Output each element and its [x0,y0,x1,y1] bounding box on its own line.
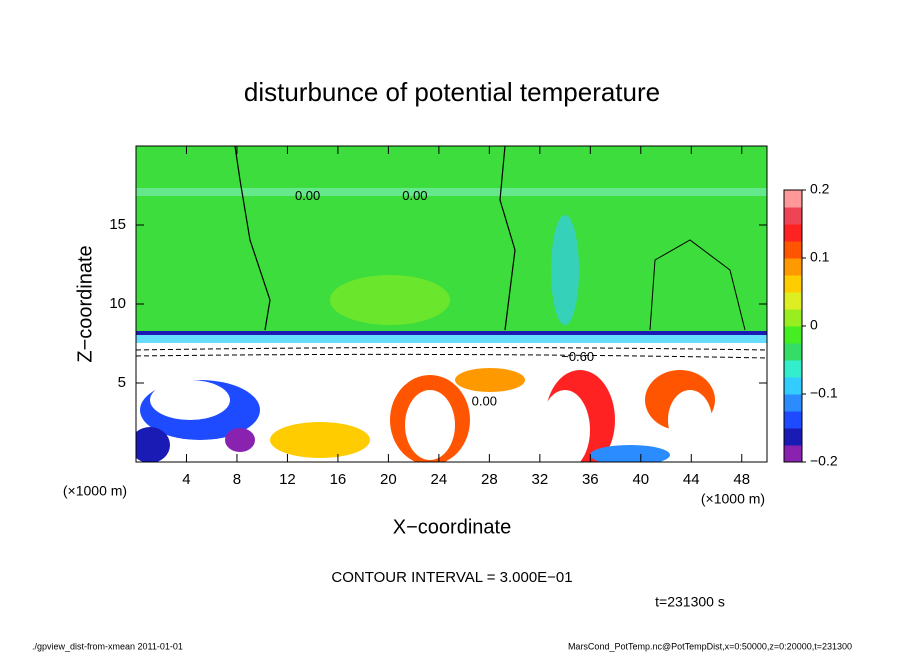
colorbar-segment [784,241,802,259]
colorbar-segment [784,428,802,446]
chart-title: disturbunce of potential temperature [244,77,660,107]
colorbar-segment [784,377,802,395]
colorbar-segment [784,411,802,429]
field [136,146,767,462]
contour-label: 0.00 [295,188,320,203]
contour-label: 0.00 [472,393,497,408]
colorbar-segment [784,275,802,293]
colorbar-segment [784,360,802,378]
footer-right: MarsCond_PotTemp.nc@PotTempDist,x=0:5000… [568,641,852,651]
colorbar-segment [784,190,802,208]
contour-label: −0.60 [561,349,594,364]
x-tick-label: 48 [733,471,750,488]
time-label: t=231300 s [655,594,725,610]
x-unit: (×1000 m) [63,483,127,499]
x-tick-label: 36 [582,471,599,488]
x-tick-label: 44 [683,471,700,488]
x-tick-label: 32 [531,471,548,488]
x-tick-label: 40 [632,471,649,488]
x-tick-label: 20 [380,471,397,488]
footer-left: ./gpview_dist-from-xmean 2011-01-01 [32,641,183,651]
y-tick-label: 10 [109,295,126,312]
colorbar-segment [784,326,802,344]
y-tick-label: 5 [118,374,126,391]
x-tick-label: 16 [330,471,347,488]
colorbar-tick-label: 0.1 [810,249,830,265]
x-tick-label: 4 [182,471,190,488]
x-axis-label: X−coordinate [393,516,511,538]
x-tick-label: 12 [279,471,296,488]
colorbar-segment [784,258,802,276]
colorbar-tick-label: 0.2 [810,181,830,197]
y-tick-label: 15 [109,216,126,233]
colorbar-segment [784,224,802,242]
colorbar-segment [784,394,802,412]
colorbar-segment [784,309,802,327]
colorbar-tick-label: −0.2 [810,453,838,469]
x-tick-label: 8 [233,471,241,488]
x-tick-label: 24 [431,471,448,488]
contour-interval: CONTOUR INTERVAL = 3.000E−01 [331,569,572,586]
x-tick-label: 28 [481,471,498,488]
y-axis-label: Z−coordinate [74,245,96,362]
colorbar-segment [784,343,802,361]
contour-label: 0.00 [402,188,427,203]
colorbar-tick-label: −0.1 [810,385,838,401]
colorbar-tick-label: 0 [810,317,818,333]
colorbar-segment [784,207,802,225]
x-unit: (×1000 m) [701,491,765,507]
colorbar-segment [784,292,802,310]
colorbar-segment [784,445,802,463]
